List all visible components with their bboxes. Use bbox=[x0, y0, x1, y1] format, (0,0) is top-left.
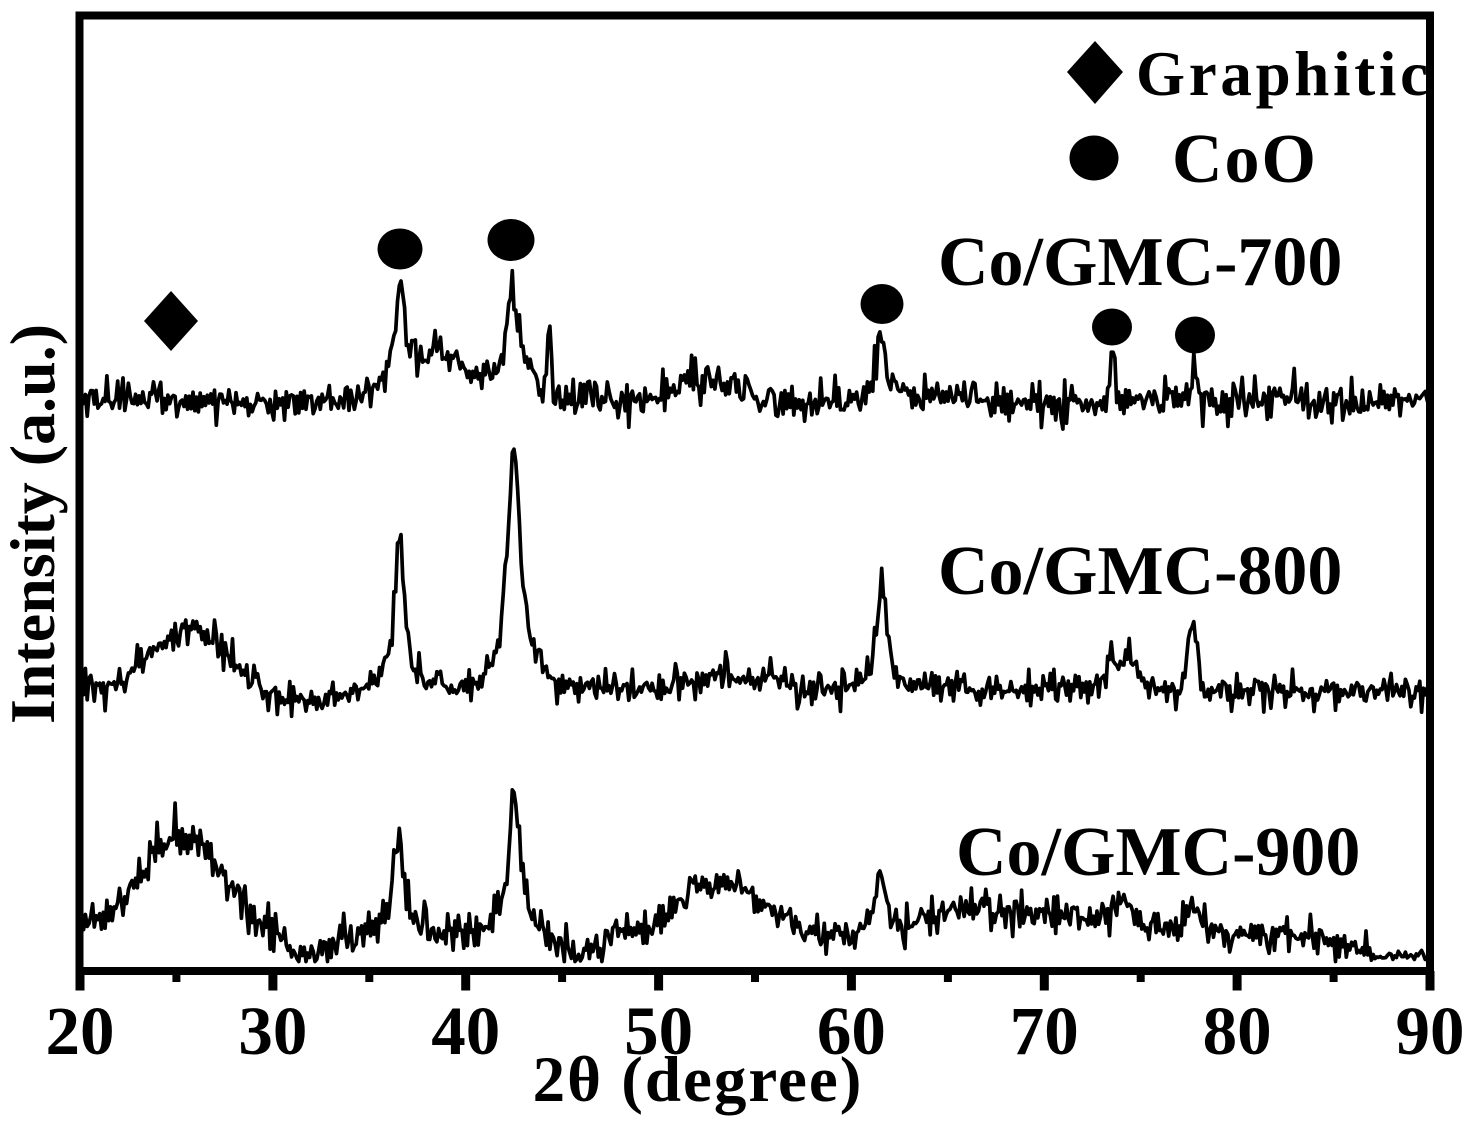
svg-text:60: 60 bbox=[817, 993, 886, 1069]
svg-text:20: 20 bbox=[46, 993, 115, 1069]
svg-text:CoO: CoO bbox=[1172, 121, 1318, 198]
svg-text:Co/GMC-800: Co/GMC-800 bbox=[938, 533, 1342, 610]
svg-text:30: 30 bbox=[238, 993, 307, 1069]
svg-text:80: 80 bbox=[1203, 993, 1272, 1069]
svg-text:70: 70 bbox=[1010, 993, 1079, 1069]
svg-text:2θ (degree): 2θ (degree) bbox=[533, 1044, 864, 1116]
svg-text:Graphitic: Graphitic bbox=[1136, 39, 1432, 109]
svg-text:Intensity (a.u.): Intensity (a.u.) bbox=[0, 324, 68, 724]
svg-text:50: 50 bbox=[624, 993, 693, 1069]
svg-text:40: 40 bbox=[431, 993, 500, 1069]
svg-text:90: 90 bbox=[1396, 993, 1465, 1069]
svg-text:Co/GMC-900: Co/GMC-900 bbox=[956, 814, 1360, 891]
svg-text:Co/GMC-700: Co/GMC-700 bbox=[938, 224, 1342, 301]
